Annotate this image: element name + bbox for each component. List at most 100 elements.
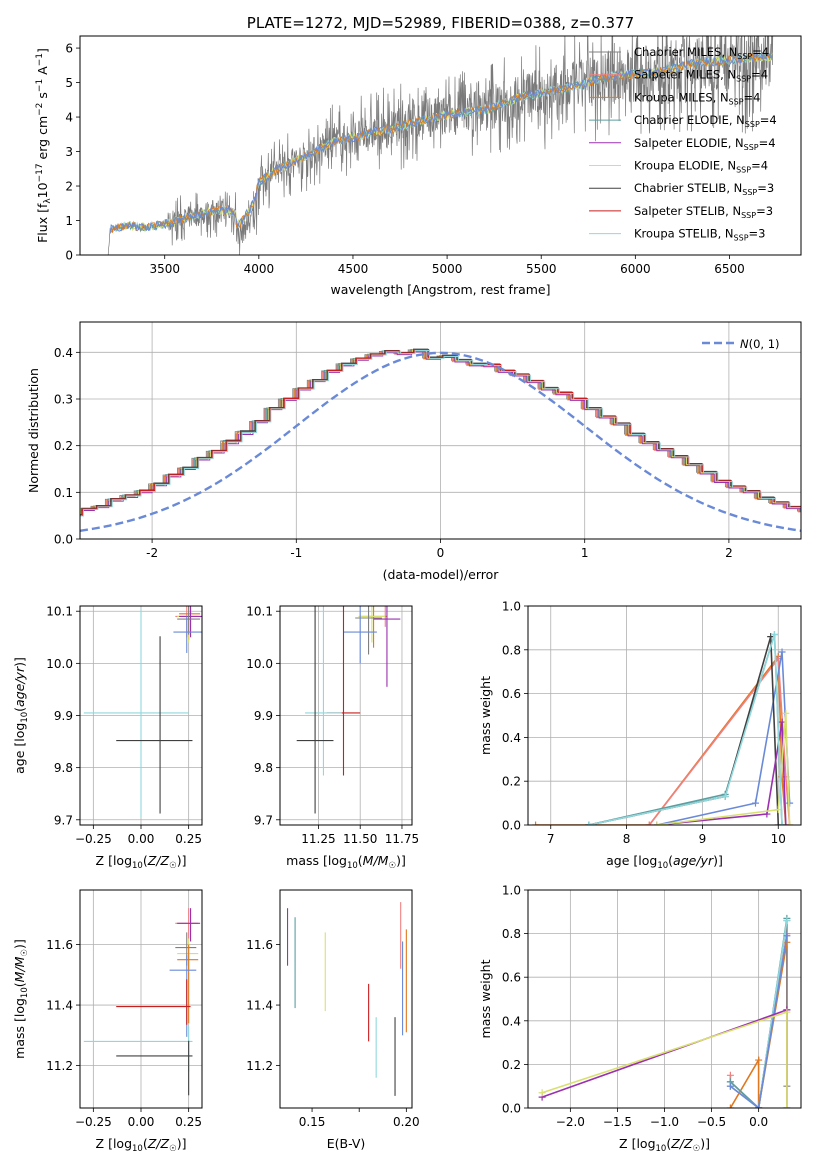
x-tick-label: 0.00 xyxy=(128,1115,155,1129)
y-tick-label: 9.8 xyxy=(254,761,273,775)
y-tick-label: 0.4 xyxy=(54,346,73,360)
y-tick-label: 0.6 xyxy=(502,687,521,701)
x-tick-label: 8 xyxy=(623,832,631,846)
weight-point-marker xyxy=(755,1057,762,1064)
x-axis-label: Z [log10(Z/Z☉)] xyxy=(619,1136,710,1154)
x-tick-label: −1.0 xyxy=(650,1115,679,1129)
y-axis-label: Flux [fλ10−17 erg cm−2 s−1 A−1] xyxy=(35,48,53,243)
plot-area-ebv_vs_mass xyxy=(288,902,407,1096)
y-tick-label: 0.2 xyxy=(54,439,73,453)
x-tick-label: 10 xyxy=(771,832,786,846)
weight-series-line xyxy=(589,635,782,826)
x-tick-label: 11.75 xyxy=(385,832,419,846)
x-tick-label: -2 xyxy=(146,546,158,560)
y-tick-label: 2 xyxy=(65,180,73,194)
y-tick-label: 0.6 xyxy=(502,971,521,985)
y-tick-label: 3 xyxy=(65,145,73,159)
axes-frame xyxy=(280,890,412,1108)
x-tick-label: −2.0 xyxy=(556,1115,585,1129)
y-tick-label: 10.1 xyxy=(246,605,273,619)
weight-point-marker xyxy=(752,800,759,807)
x-tick-label: -1 xyxy=(290,546,302,560)
y-tick-label: 6 xyxy=(65,42,73,56)
x-tick-label: 0.00 xyxy=(128,832,155,846)
legend-entry: Kroupa MILES, NSSP=4 xyxy=(634,90,760,106)
y-tick-label: 10.0 xyxy=(246,657,273,671)
legend-entry: Chabrier STELIB, NSSP=3 xyxy=(634,181,774,197)
x-tick-label: 0.0 xyxy=(749,1115,768,1129)
y-tick-label: 0.0 xyxy=(502,819,521,833)
y-tick-label: 9.7 xyxy=(54,813,73,827)
x-tick-label: −0.25 xyxy=(75,1115,112,1129)
plot-area-mass_vs_age xyxy=(297,575,401,814)
x-tick-label: 6500 xyxy=(714,262,745,276)
y-tick-label: 1 xyxy=(65,214,73,228)
weight-series-line xyxy=(536,656,786,825)
y-tick-label: 0.3 xyxy=(54,393,73,407)
y-axis-label: Normed distribution xyxy=(26,368,41,493)
legend-entry: N(0, 1) xyxy=(740,337,780,351)
y-tick-label: 11.4 xyxy=(46,999,73,1013)
y-tick-label: 0.8 xyxy=(502,927,521,941)
y-axis-label: mass weight xyxy=(478,959,493,1038)
x-axis-label: (data-model)/error xyxy=(383,567,500,582)
legend-entry: Salpeter ELODIE, NSSP=4 xyxy=(634,136,776,152)
y-tick-label: 9.9 xyxy=(54,709,73,723)
y-tick-label: 10.1 xyxy=(46,605,73,619)
x-axis-label: Z [log10(Z/Z☉)] xyxy=(96,1136,187,1154)
x-tick-label: 5500 xyxy=(526,262,557,276)
x-tick-label: 11.25 xyxy=(301,832,335,846)
chart-title: PLATE=1272, MJD=52989, FIBERID=0388, z=0… xyxy=(247,14,634,32)
plot-ebv_vs_mass: 0.15 0.20 11.2 11.4 11.6 E(B-V) xyxy=(246,890,419,1151)
plot-area-z_vs_age xyxy=(84,598,202,817)
x-tick-label: 4500 xyxy=(338,262,369,276)
x-tick-label: 0.15 xyxy=(299,1115,326,1129)
weight-series-line xyxy=(589,635,782,826)
y-tick-label: 1.0 xyxy=(502,600,521,614)
legend-entry: Salpeter STELIB, NSSP=3 xyxy=(634,204,773,220)
x-tick-label: 0.25 xyxy=(175,1115,202,1129)
y-tick-label: 4 xyxy=(65,111,73,125)
x-tick-label: 5000 xyxy=(432,262,463,276)
y-tick-label: 0.8 xyxy=(502,643,521,657)
x-tick-label: 0 xyxy=(437,546,445,560)
plot-area-age_vs_weight xyxy=(532,631,793,829)
y-tick-label: 9.8 xyxy=(54,761,73,775)
y-tick-label: 5 xyxy=(65,76,73,90)
x-tick-label: 0.20 xyxy=(393,1115,420,1129)
y-tick-label: 0.0 xyxy=(54,533,73,547)
x-tick-label: 3500 xyxy=(149,262,180,276)
plot-area-residuals xyxy=(4,349,819,531)
y-tick-label: 0.1 xyxy=(54,486,73,500)
legend-entry: Chabrier ELODIE, NSSP=4 xyxy=(634,113,777,129)
y-tick-label: 0.0 xyxy=(502,1102,521,1116)
y-tick-label: 11.4 xyxy=(246,999,273,1013)
y-tick-label: 0.2 xyxy=(502,1058,521,1072)
x-axis-label: Z [log10(Z/Z☉)] xyxy=(96,853,187,871)
x-tick-label: 0.25 xyxy=(175,832,202,846)
x-tick-label: 9 xyxy=(699,832,707,846)
legend-entry: Kroupa ELODIE, NSSP=4 xyxy=(634,159,768,175)
weight-series-line xyxy=(589,637,779,825)
y-tick-label: 11.6 xyxy=(246,938,273,952)
x-tick-label: −0.25 xyxy=(75,832,112,846)
y-tick-label: 10.0 xyxy=(46,657,73,671)
legend-entry: Kroupa STELIB, NSSP=3 xyxy=(634,227,765,243)
x-tick-label: 11.50 xyxy=(343,832,377,846)
x-axis-label: wavelength [Angstrom, rest frame] xyxy=(330,282,550,297)
y-tick-label: 1.0 xyxy=(502,884,521,898)
y-tick-label: 11.2 xyxy=(246,1059,273,1073)
y-tick-label: 0.4 xyxy=(502,1014,521,1028)
x-axis-label: E(B-V) xyxy=(327,1136,366,1151)
axes-frame xyxy=(528,606,801,825)
x-tick-label: −1.5 xyxy=(603,1115,632,1129)
plot-area-z_vs_mass xyxy=(84,908,200,1095)
x-tick-label: 2 xyxy=(725,546,733,560)
